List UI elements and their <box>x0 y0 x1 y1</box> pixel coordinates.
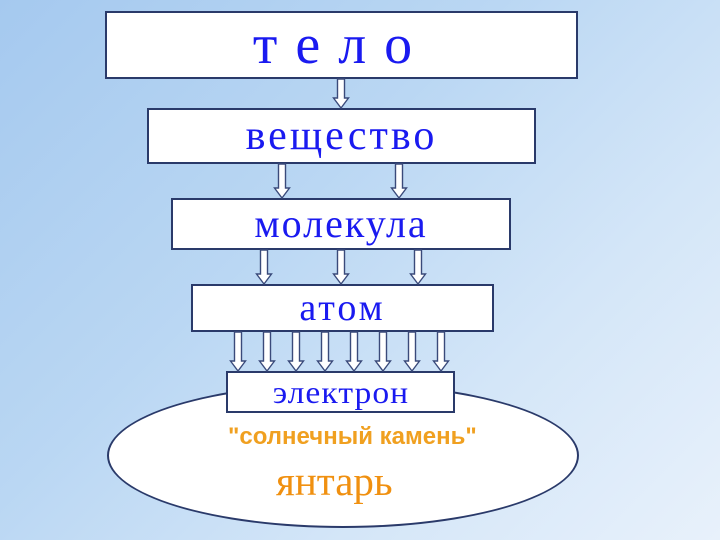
down-arrow-icon <box>318 332 333 371</box>
down-arrow-icon <box>260 332 275 371</box>
down-arrow-icon <box>434 332 449 371</box>
box-telo: тело <box>105 11 578 79</box>
down-arrow-icon <box>257 250 272 284</box>
down-arrow-icon <box>347 332 362 371</box>
down-arrow-icon <box>334 79 349 108</box>
down-arrow-icon <box>405 332 420 371</box>
ellipse-subtitle: "солнечный камень" <box>228 423 477 451</box>
down-arrow-icon <box>275 164 290 198</box>
box-veshestvo-label: вещество <box>246 115 438 157</box>
down-arrow-icon <box>392 164 407 198</box>
down-arrow-icon <box>289 332 304 371</box>
down-arrow-icon <box>411 250 426 284</box>
box-elektron-label: электрон <box>272 376 408 408</box>
box-atom-label: атом <box>299 289 385 327</box>
box-molekula: молекула <box>171 198 511 250</box>
down-arrow-icon <box>376 332 391 371</box>
box-telo-label: тело <box>253 17 430 73</box>
box-veshestvo: вещество <box>147 108 536 164</box>
down-arrow-icon <box>231 332 246 371</box>
ellipse-title: янтарь <box>276 457 393 505</box>
down-arrow-icon <box>334 250 349 284</box>
box-atom: атом <box>191 284 494 332</box>
box-molekula-label: молекула <box>254 204 427 244</box>
box-elektron: электрон <box>226 371 455 413</box>
